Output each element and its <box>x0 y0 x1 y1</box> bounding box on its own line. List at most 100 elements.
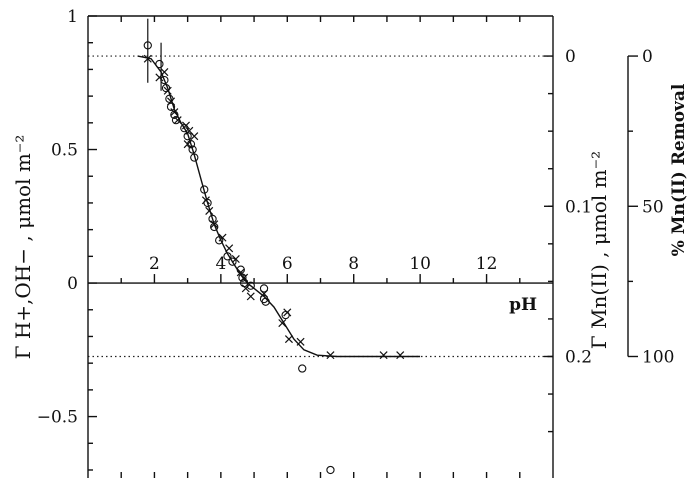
cross-stroke <box>284 335 293 344</box>
cross-stroke <box>181 121 191 130</box>
right-tick-label: 0 <box>565 47 576 67</box>
data-point-circle <box>326 465 335 475</box>
data-point-circle <box>236 265 245 274</box>
cross-stroke <box>396 351 405 360</box>
cross-stroke <box>210 220 219 229</box>
data-point-cross <box>283 308 292 317</box>
cross-stroke <box>185 126 194 135</box>
data-point-cross <box>241 284 250 293</box>
cross-stroke <box>225 244 234 253</box>
data-point-cross <box>396 351 405 360</box>
cross-stroke <box>143 54 152 63</box>
data-point-cross <box>231 254 240 264</box>
left-axis-label: Γ H+,OH− , μmol m⁻² <box>11 135 35 360</box>
cross-stroke <box>326 351 335 360</box>
cross-stroke <box>241 284 250 293</box>
data-point-circle <box>246 281 255 290</box>
data-point-cross <box>190 132 199 141</box>
x-tick-label: 2 <box>149 254 160 274</box>
cross-stroke <box>205 206 214 215</box>
data-point-circle <box>223 252 232 261</box>
data-point-cross <box>181 121 191 130</box>
data-point-circle <box>259 284 269 293</box>
data-point-circle <box>166 102 176 111</box>
data-point-cross <box>167 97 176 106</box>
data-point-circle <box>170 110 179 119</box>
cross-stroke <box>167 97 176 106</box>
axis-labels: pH Γ H+,OH− , μmol m⁻² Γ Mn(II) , μmol m⁻²… <box>11 83 689 359</box>
x-axis-label: pH <box>509 295 537 315</box>
far-right-tick-label: 100 <box>642 347 674 367</box>
cross-stroke <box>183 140 192 149</box>
data-point-circle <box>298 364 307 373</box>
cross-stroke <box>231 254 240 264</box>
data-point-circle <box>228 257 237 266</box>
data-point-cross <box>240 273 249 282</box>
data-point-cross <box>201 196 210 205</box>
x-tick-label: 12 <box>476 254 498 274</box>
reference-lines <box>88 55 553 358</box>
y-tick-label: 0 <box>67 274 78 294</box>
data-point-circle <box>143 41 152 50</box>
cross-stroke <box>236 268 245 277</box>
cross-stroke <box>283 308 292 317</box>
data-point-cross <box>284 335 293 344</box>
cross-stroke <box>218 233 227 242</box>
data-point-cross <box>163 86 172 95</box>
data-point-circle <box>171 116 181 125</box>
right-axis-label: Γ Mn(II) , μmol m⁻² <box>587 151 611 349</box>
data-point-circle <box>210 222 219 232</box>
cross-stroke <box>160 68 169 77</box>
data-point-circle <box>200 185 209 194</box>
cross-stroke <box>173 116 182 125</box>
data-point-cross <box>296 337 305 346</box>
data-point-circle <box>188 145 197 154</box>
cross-stroke <box>240 273 249 282</box>
data-point-cross <box>278 319 287 328</box>
cross-stroke <box>246 292 255 301</box>
far-right-tick-label: 50 <box>642 197 664 217</box>
data-point-cross <box>210 220 219 229</box>
x-tick-label: 8 <box>348 254 359 274</box>
y-tick-label: 1 <box>67 7 78 27</box>
cross-stroke <box>296 337 305 346</box>
data-point-circle <box>160 75 169 85</box>
cross-stroke <box>163 86 172 95</box>
data-point-cross <box>225 244 234 253</box>
data-point-cross <box>236 268 245 277</box>
x-tick-label: 6 <box>282 254 293 274</box>
data-point-cross <box>246 292 255 301</box>
data-point-circle <box>261 297 270 306</box>
right-tick-label: 0.1 <box>565 197 592 217</box>
data-point-cross <box>260 289 269 298</box>
cross-stroke <box>278 319 287 328</box>
cross-stroke <box>170 108 179 117</box>
data-point-cross <box>379 351 388 360</box>
fit-line <box>137 55 421 358</box>
data-points <box>143 18 405 475</box>
y-tick-label: −0.5 <box>37 408 78 428</box>
data-point-circle <box>190 153 199 162</box>
data-point-cross <box>183 140 192 149</box>
y-tick-label: 0.5 <box>51 141 78 161</box>
cross-stroke <box>260 289 269 298</box>
data-point-cross <box>170 108 179 117</box>
far-right-tick-label: 0 <box>642 47 653 67</box>
data-point-cross <box>160 68 169 77</box>
data-point-cross <box>326 351 335 360</box>
data-point-cross <box>205 206 214 215</box>
cross-stroke <box>379 351 388 360</box>
data-point-circle <box>155 59 164 69</box>
far-right-axis-label: % Mn(II) Removal <box>669 83 689 256</box>
cross-stroke <box>190 132 199 141</box>
x-tick-label: 10 <box>409 254 431 274</box>
right-tick-label: 0.2 <box>565 347 592 367</box>
data-point-cross <box>173 116 182 125</box>
cross-stroke <box>201 196 210 205</box>
data-point-cross <box>218 233 227 242</box>
data-point-cross <box>143 54 152 63</box>
data-point-circle <box>215 236 224 245</box>
x-tick-label: 4 <box>215 254 226 274</box>
